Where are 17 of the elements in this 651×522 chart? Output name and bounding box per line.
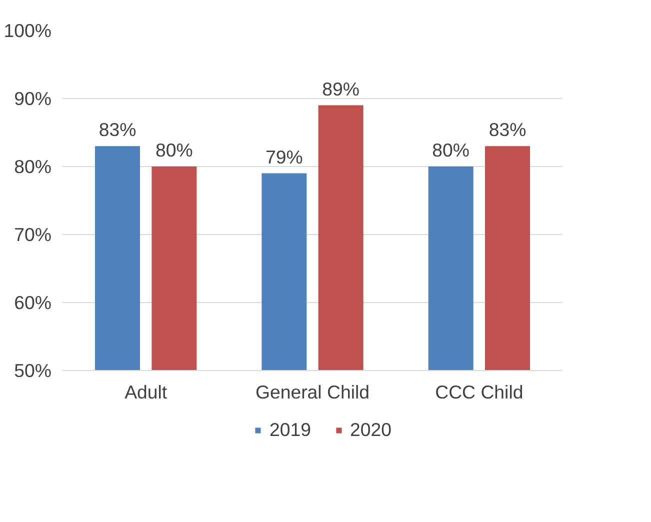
data-label: 80%: [432, 140, 470, 160]
legend-label: 2020: [350, 419, 392, 441]
x-tick-label: General Child: [255, 382, 370, 402]
y-tick-label: 100%: [4, 20, 52, 41]
y-tick-label: 50%: [14, 360, 52, 381]
y-tick-label: 80%: [14, 156, 52, 177]
x-tick-label: CCC Child: [435, 382, 524, 402]
y-tick-label: 60%: [14, 292, 52, 313]
data-label: 89%: [322, 78, 360, 100]
x-tick-label: Adult: [124, 382, 168, 402]
y-tick-label: 90%: [14, 88, 52, 109]
data-label: 80%: [155, 140, 193, 160]
data-label: 83%: [488, 119, 526, 140]
data-label: 79%: [265, 146, 303, 168]
data-label: 83%: [98, 119, 136, 140]
legend-label: 2019: [269, 419, 311, 441]
y-tick-label: 70%: [14, 224, 52, 245]
